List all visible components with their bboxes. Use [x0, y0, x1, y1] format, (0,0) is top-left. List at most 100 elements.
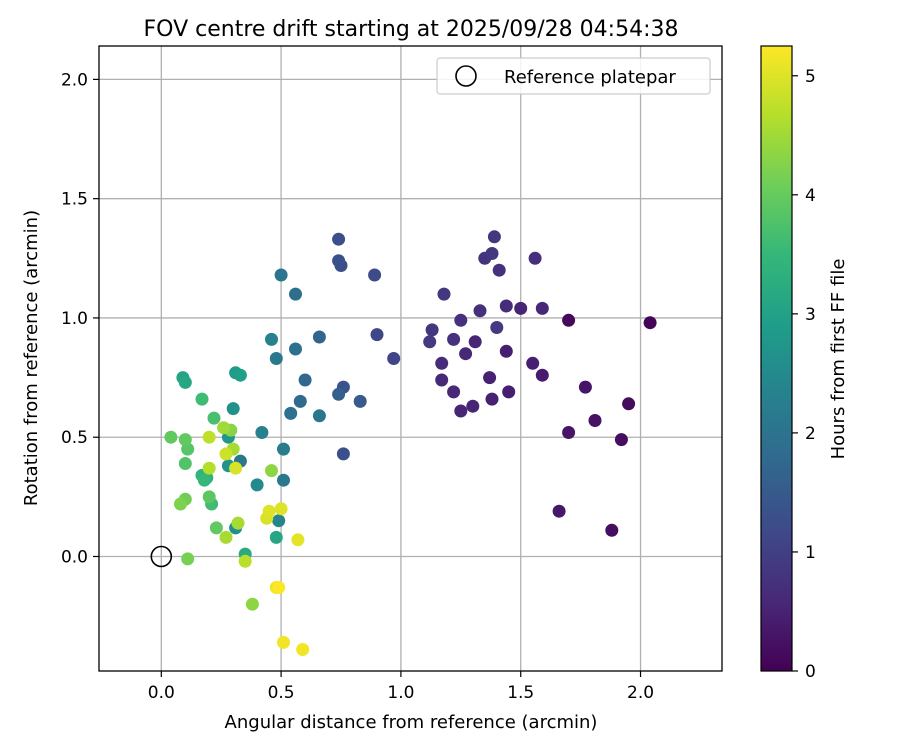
- colorbar-tick-label: 5: [805, 67, 816, 87]
- data-point: [164, 430, 178, 444]
- colorbar-tick-label: 4: [805, 186, 816, 206]
- data-point: [614, 433, 628, 447]
- data-point: [219, 447, 233, 461]
- data-point: [265, 332, 278, 346]
- y-axis-ticks: 0.0 0.5 1.0 1.5 2.0: [61, 70, 99, 567]
- x-axis-ticks: 0.0 0.5 1.0 1.5 2.0: [148, 671, 654, 703]
- data-point: [578, 380, 592, 394]
- data-point: [588, 414, 602, 427]
- x-tick-label: 1.5: [507, 683, 534, 703]
- x-tick-label: 0.0: [148, 683, 175, 703]
- data-point: [229, 461, 243, 475]
- data-point: [562, 313, 576, 327]
- data-point: [353, 394, 367, 408]
- x-tick-label: 0.5: [268, 683, 295, 703]
- data-point: [202, 490, 216, 504]
- data-point: [370, 328, 384, 342]
- data-point: [265, 464, 278, 478]
- data-point: [562, 426, 576, 439]
- data-point: [289, 342, 302, 356]
- data-point: [296, 643, 310, 656]
- legend-marker-reference: [455, 65, 477, 87]
- y-tick-label: 0.5: [61, 428, 88, 448]
- data-point: [291, 533, 305, 547]
- data-point: [387, 352, 401, 365]
- data-point: [425, 323, 439, 337]
- data-point: [435, 356, 449, 370]
- colorbar-tick-label: 2: [805, 424, 816, 444]
- data-point: [312, 409, 326, 423]
- data-point: [178, 375, 192, 389]
- data-point: [552, 504, 566, 518]
- data-point: [238, 554, 252, 568]
- grid: [99, 46, 722, 671]
- plot-frame: [98, 45, 723, 672]
- data-point: [368, 268, 382, 282]
- data-point: [202, 461, 216, 475]
- data-point: [195, 392, 209, 406]
- y-tick-label: 0.0: [61, 547, 88, 567]
- data-point: [535, 301, 549, 315]
- data-point: [622, 397, 636, 411]
- data-point: [269, 352, 283, 365]
- colorbar-ticks: 0 1 2 3 4 5: [792, 67, 816, 682]
- data-point: [272, 581, 286, 594]
- data-point: [226, 402, 240, 416]
- chart-title: FOV centre drift starting at 2025/09/28 …: [144, 17, 679, 42]
- data-point: [454, 313, 468, 327]
- data-point: [485, 392, 499, 406]
- data-point: [437, 287, 451, 301]
- data-point: [526, 356, 540, 370]
- legend: Reference platepar: [436, 57, 711, 95]
- colorbar-tick-label: 3: [805, 305, 816, 325]
- y-tick-label: 2.0: [61, 70, 88, 90]
- data-point: [528, 251, 542, 265]
- data-point: [262, 504, 276, 518]
- colorbar-label: Hours from first FF file: [828, 259, 849, 460]
- colorbar-tick-label: 1: [805, 543, 816, 563]
- data-point: [197, 473, 211, 487]
- data-point: [277, 635, 290, 649]
- data-point: [231, 516, 245, 530]
- data-point: [499, 344, 513, 358]
- data-point: [274, 502, 288, 516]
- x-tick-label: 2.0: [627, 683, 654, 703]
- data-point: [293, 394, 307, 408]
- colorbar: [760, 45, 793, 672]
- data-point: [514, 301, 528, 315]
- data-point: [643, 316, 657, 330]
- data-point: [605, 523, 619, 537]
- data-point: [502, 385, 516, 399]
- data-point: [499, 299, 513, 313]
- data-point: [332, 387, 346, 401]
- data-point: [269, 530, 283, 544]
- data-point: [245, 597, 259, 611]
- data-point: [284, 406, 298, 420]
- colorbar-tick-label: 0: [805, 662, 816, 682]
- data-point: [272, 514, 286, 528]
- y-axis-label: Rotation from reference (arcmin): [21, 210, 42, 506]
- data-point: [255, 426, 269, 439]
- data-point: [535, 368, 549, 382]
- data-point: [435, 373, 449, 387]
- data-point: [459, 347, 473, 361]
- data-point: [312, 330, 326, 344]
- reference-marker: [150, 545, 173, 568]
- data-point: [250, 478, 264, 492]
- data-point: [447, 385, 461, 399]
- data-point: [202, 430, 216, 444]
- scatter-points: [164, 230, 657, 656]
- data-point: [332, 254, 346, 268]
- x-axis-label: Angular distance from reference (arcmin): [225, 712, 598, 733]
- data-point: [423, 335, 437, 349]
- data-point: [174, 497, 187, 511]
- y-tick-label: 1.5: [61, 190, 88, 210]
- data-point: [277, 442, 290, 456]
- data-point: [454, 404, 468, 418]
- data-point: [485, 247, 499, 260]
- data-point: [492, 263, 506, 277]
- data-point: [487, 230, 501, 244]
- data-point: [466, 399, 480, 413]
- data-point: [447, 332, 461, 346]
- data-point: [217, 421, 231, 435]
